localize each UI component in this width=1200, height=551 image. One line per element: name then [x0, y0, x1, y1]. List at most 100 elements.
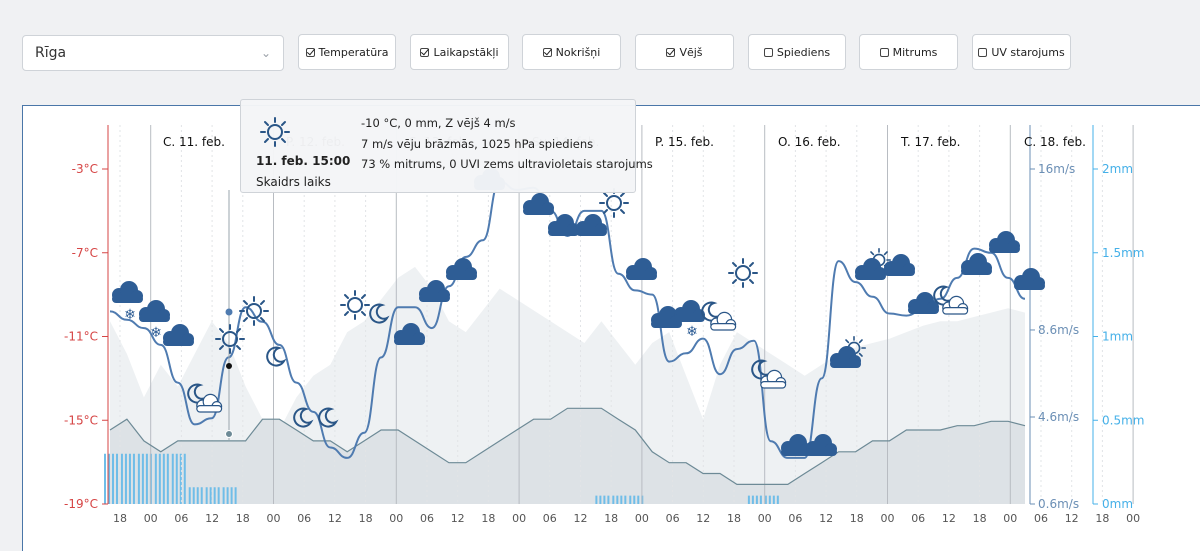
precipitation-bar	[213, 487, 216, 504]
x-tick-label: 18	[481, 512, 495, 525]
x-tick-label: 06	[174, 512, 188, 525]
precipitation-bar	[620, 495, 623, 504]
sun-icon	[599, 188, 629, 218]
temperature-tick-label: -3°C	[72, 162, 98, 176]
svg-text:❄: ❄	[150, 325, 162, 341]
checkbox-humidity[interactable]	[879, 47, 889, 57]
day-label: P. 15. feb.	[655, 135, 714, 149]
x-tick-label: 12	[451, 512, 465, 525]
x-tick-label: 18	[359, 512, 373, 525]
x-tick-label: 00	[144, 512, 158, 525]
temperature-tick-label: -19°C	[64, 497, 98, 511]
location-select[interactable]: Rīga ⌄	[22, 35, 284, 71]
precipitation-bar	[171, 453, 174, 504]
temperature-tick-label: -11°C	[64, 330, 98, 344]
cloud-icon	[112, 281, 143, 303]
checkbox-conditions[interactable]	[420, 47, 430, 57]
precipitation-bar	[154, 453, 157, 504]
tooltip-line-humidity: 73 % mitrums, 0 UVI zems ultravioletais …	[361, 157, 653, 171]
precipitation-bar	[599, 495, 602, 504]
precipitation-bar	[196, 487, 199, 504]
toggle-uv[interactable]: UV starojums	[972, 34, 1071, 70]
toggle-wind[interactable]: Vējš	[635, 34, 734, 70]
precipitation-bar	[209, 487, 212, 504]
toggle-precipitation[interactable]: Nokrišņi	[522, 34, 621, 70]
precipitation-bar	[624, 495, 627, 504]
precipitation-bar	[776, 495, 779, 504]
cloud-icon	[139, 300, 170, 322]
x-tick-label: 00	[1003, 512, 1017, 525]
toggle-pressure-label: Spiediens	[776, 45, 831, 59]
precipitation-bar	[217, 487, 220, 504]
precipitation-bar	[158, 453, 161, 504]
sun-icon	[239, 296, 269, 326]
wind-tick-label: 0.6m/s	[1038, 497, 1079, 511]
precipitation-bar	[116, 453, 118, 504]
x-tick-label: 06	[788, 512, 802, 525]
cloud-icon	[163, 324, 194, 346]
x-tick-label: 12	[942, 512, 956, 525]
cloud-icon	[961, 253, 992, 275]
wind-hover-dot	[226, 363, 232, 369]
sun-icon	[340, 290, 370, 320]
precipitation-bar	[166, 453, 169, 504]
precipitation-bar	[603, 495, 606, 504]
precipitation-bar	[607, 495, 610, 504]
wind-tick-label: 16m/s	[1038, 162, 1075, 176]
svg-text:❄: ❄	[124, 307, 136, 323]
x-tick-label: 18	[1095, 512, 1109, 525]
partly-cloudy-moon-icon	[701, 301, 737, 331]
checkbox-wind[interactable]	[666, 47, 676, 57]
toggle-pressure[interactable]: Spiediens	[748, 34, 846, 70]
checkbox-temperature[interactable]	[305, 47, 315, 57]
precipitation-bar	[145, 453, 148, 504]
snow-icon: ❄	[150, 325, 162, 341]
partly-cloudy-moon-icon	[933, 285, 969, 315]
x-tick-label: 18	[604, 512, 618, 525]
checkbox-uv[interactable]	[978, 47, 988, 57]
precipitation-bar	[747, 495, 750, 504]
location-select-value: Rīga	[35, 45, 67, 61]
temperature-hover-dot	[225, 308, 233, 316]
x-tick-label: 06	[297, 512, 311, 525]
checkbox-pressure[interactable]	[763, 47, 773, 57]
toggle-conditions-label: Laikapstākļi	[433, 45, 499, 59]
x-tick-label: 12	[819, 512, 833, 525]
precipitation-bar	[230, 487, 233, 504]
x-tick-label: 18	[727, 512, 741, 525]
precipitation-bar	[633, 495, 636, 504]
toggle-humidity[interactable]: Mitrums	[859, 34, 958, 70]
toggle-conditions[interactable]: Laikapstākļi	[410, 34, 509, 70]
cloud-icon	[548, 214, 579, 236]
cloud-icon	[989, 231, 1020, 253]
precipitation-bar	[612, 495, 615, 504]
precipitation-bar	[132, 453, 135, 504]
wind-speed-hover-dot	[225, 430, 233, 438]
day-label: C. 11. feb.	[163, 135, 225, 149]
x-tick-label: 00	[758, 512, 772, 525]
cloud-icon	[1014, 268, 1045, 290]
x-tick-label: 06	[911, 512, 925, 525]
toggle-temperature[interactable]: Temperatūra	[298, 34, 396, 70]
x-tick-label: 18	[850, 512, 864, 525]
precip-tick-label: 0mm	[1102, 497, 1133, 511]
x-tick-label: 00	[389, 512, 403, 525]
cloud-icon	[446, 258, 477, 280]
precipitation-bar	[226, 487, 229, 504]
precipitation-bar	[192, 487, 195, 504]
toggle-uv-label: UV starojums	[991, 45, 1065, 59]
precipitation-bar	[755, 495, 758, 504]
x-tick-label: 06	[543, 512, 557, 525]
temperature-tick-label: -15°C	[64, 413, 98, 427]
precipitation-bar	[112, 453, 114, 504]
toggle-humidity-label: Mitrums	[892, 45, 938, 59]
x-tick-label: 18	[236, 512, 250, 525]
precipitation-bar	[772, 495, 775, 504]
precipitation-bar	[179, 453, 182, 504]
checkbox-precipitation[interactable]	[542, 47, 552, 57]
x-tick-label: 00	[1126, 512, 1140, 525]
precipitation-bar	[188, 487, 191, 504]
precipitation-bar	[104, 453, 106, 504]
cloud-icon	[576, 214, 607, 236]
